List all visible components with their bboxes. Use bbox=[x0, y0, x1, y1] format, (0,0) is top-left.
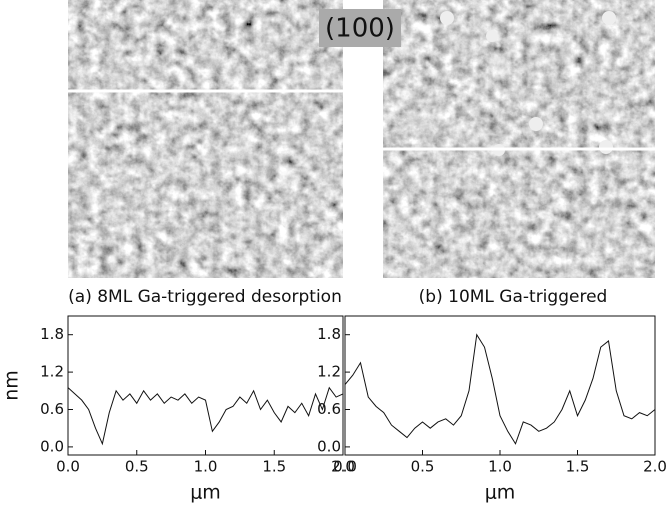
y-axis-label: nm bbox=[1, 370, 23, 401]
y-tick-label: 1.8 bbox=[317, 325, 341, 343]
y-tick-label: 1.2 bbox=[317, 363, 341, 381]
x-tick-label: 0.0 bbox=[56, 458, 80, 476]
y-tick-label: 0.0 bbox=[40, 437, 64, 455]
x-tick-label: 1.0 bbox=[194, 458, 218, 476]
y-tick-label: 0.6 bbox=[40, 400, 64, 418]
y-tick-label: 1.2 bbox=[40, 363, 64, 381]
caption: (a) 8ML Ga-triggered desorption bbox=[68, 287, 342, 307]
x-tick-label: 1.5 bbox=[262, 458, 286, 476]
plot-frame bbox=[67, 315, 344, 456]
y-tick-label: 0.0 bbox=[317, 437, 341, 455]
plot-frame bbox=[344, 315, 656, 456]
x-tick-label: 0.5 bbox=[125, 458, 149, 476]
x-tick-label: 0.0 bbox=[333, 458, 357, 476]
x-tick-label: 2.0 bbox=[643, 458, 667, 476]
surface-dots bbox=[440, 11, 616, 156]
x-axis-label: μm bbox=[485, 482, 516, 504]
x-tick-label: 2.0 bbox=[331, 458, 355, 476]
profile-line bbox=[67, 386, 344, 446]
y-tick-label: 1.8 bbox=[40, 325, 64, 343]
x-tick-label: 0.5 bbox=[411, 458, 435, 476]
profile-line bbox=[344, 333, 656, 445]
afm-image-b bbox=[383, 0, 655, 278]
x-tick-label: 1.5 bbox=[566, 458, 590, 476]
y-tick-label: 0.6 bbox=[317, 400, 341, 418]
afm-image-a bbox=[68, 0, 343, 278]
x-tick-label: 1.0 bbox=[488, 458, 512, 476]
orientation-label: (100) bbox=[325, 14, 395, 44]
label-box bbox=[319, 9, 401, 47]
caption: (b) 10ML Ga-triggered bbox=[419, 287, 608, 307]
x-axis-label: μm bbox=[190, 482, 221, 504]
